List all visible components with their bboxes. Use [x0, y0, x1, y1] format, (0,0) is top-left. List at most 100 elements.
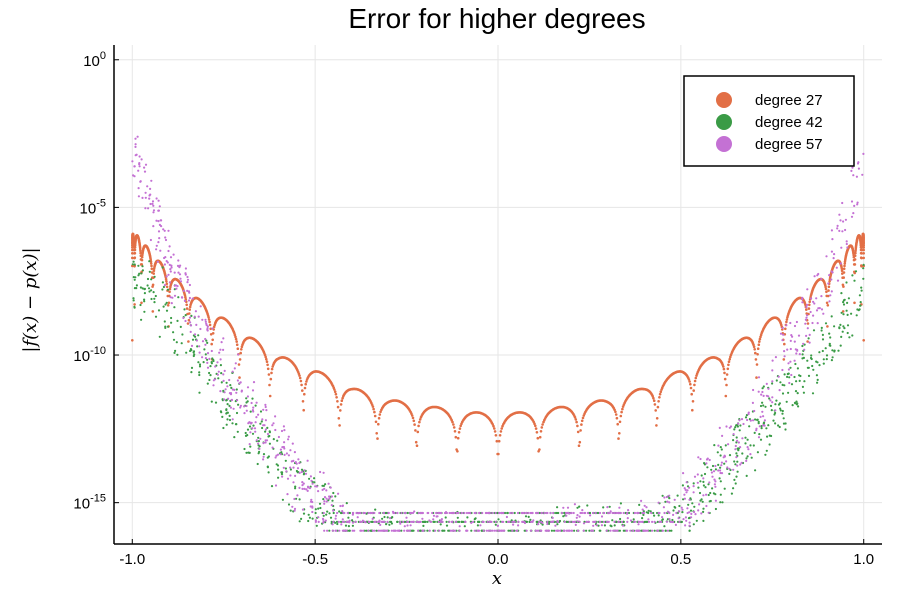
- data-point: [846, 313, 849, 316]
- data-point: [781, 383, 784, 386]
- data-point: [456, 450, 459, 453]
- data-point: [435, 511, 438, 515]
- data-point: [222, 337, 225, 340]
- data-point: [340, 399, 344, 403]
- data-point: [348, 529, 351, 532]
- data-point: [758, 340, 761, 343]
- data-point: [209, 374, 212, 377]
- data-point: [299, 379, 303, 383]
- data-point: [709, 491, 712, 495]
- data-point: [862, 252, 865, 255]
- data-point: [333, 390, 337, 394]
- data-point: [133, 303, 136, 306]
- data-point: [324, 519, 327, 522]
- data-point: [431, 511, 434, 515]
- data-point: [361, 520, 364, 524]
- data-point: [806, 366, 810, 369]
- data-point: [303, 386, 307, 390]
- data-point: [760, 427, 763, 430]
- data-point: [717, 444, 720, 447]
- data-point: [749, 444, 752, 447]
- data-point: [148, 270, 151, 273]
- data-point: [785, 320, 788, 324]
- data-point: [562, 506, 565, 509]
- data-point: [661, 516, 664, 519]
- data-point: [735, 475, 738, 478]
- data-point: [762, 415, 765, 418]
- data-point: [627, 509, 630, 512]
- data-point: [133, 256, 137, 260]
- data-point: [351, 524, 354, 527]
- data-point: [824, 322, 828, 325]
- data-point: [212, 325, 216, 329]
- data-point: [782, 417, 785, 420]
- data-point: [845, 240, 848, 243]
- data-point: [768, 443, 771, 446]
- data-point: [613, 408, 616, 412]
- data-point: [449, 529, 452, 532]
- data-point: [223, 369, 226, 372]
- data-point: [813, 302, 816, 305]
- data-point: [744, 416, 748, 419]
- data-point: [560, 529, 564, 532]
- data-point: [531, 511, 534, 515]
- data-point: [284, 459, 287, 462]
- data-point: [335, 520, 339, 524]
- data-point: [717, 469, 720, 472]
- data-point: [697, 456, 700, 459]
- data-point: [850, 200, 854, 203]
- legend-marker: [716, 114, 732, 130]
- grid: [114, 45, 882, 544]
- data-point: [292, 466, 295, 469]
- data-point: [744, 442, 747, 445]
- data-point: [199, 305, 202, 308]
- data-point: [188, 283, 191, 287]
- data-point: [691, 400, 695, 403]
- data-point: [833, 325, 836, 328]
- data-point: [191, 297, 194, 300]
- data-point: [264, 355, 268, 359]
- data-point: [268, 383, 271, 387]
- data-point: [745, 414, 749, 417]
- data-point: [416, 430, 420, 434]
- data-point: [752, 343, 755, 347]
- data-point: [390, 529, 393, 532]
- data-point: [327, 499, 330, 502]
- data-point: [411, 520, 414, 524]
- data-point: [188, 291, 191, 294]
- data-point: [655, 417, 659, 420]
- x-tick-label: 0.0: [488, 551, 509, 568]
- data-point: [341, 504, 344, 507]
- data-point: [854, 249, 857, 253]
- data-point: [790, 334, 793, 337]
- data-point: [605, 529, 608, 532]
- data-point: [140, 258, 144, 262]
- data-point: [795, 400, 798, 403]
- data-point: [842, 303, 846, 306]
- data-point: [378, 511, 381, 515]
- data-point: [287, 438, 290, 441]
- data-point: [493, 427, 496, 430]
- data-point: [158, 223, 161, 226]
- data-point: [688, 524, 691, 527]
- data-point: [133, 305, 136, 308]
- data-point: [757, 376, 761, 379]
- data-point: [602, 511, 605, 515]
- data-point: [393, 511, 396, 515]
- data-point: [298, 374, 301, 377]
- data-point: [666, 518, 670, 521]
- data-point: [219, 390, 222, 393]
- data-point: [424, 520, 427, 524]
- data-point: [194, 335, 197, 338]
- data-point: [428, 529, 431, 532]
- data-point: [697, 486, 700, 489]
- data-point: [248, 425, 252, 428]
- data-point: [618, 506, 621, 509]
- data-point: [268, 434, 271, 438]
- data-point: [226, 403, 229, 406]
- data-point: [262, 453, 266, 456]
- data-point: [833, 349, 836, 352]
- data-point: [783, 373, 786, 376]
- data-point: [417, 424, 420, 428]
- data-point: [693, 475, 697, 478]
